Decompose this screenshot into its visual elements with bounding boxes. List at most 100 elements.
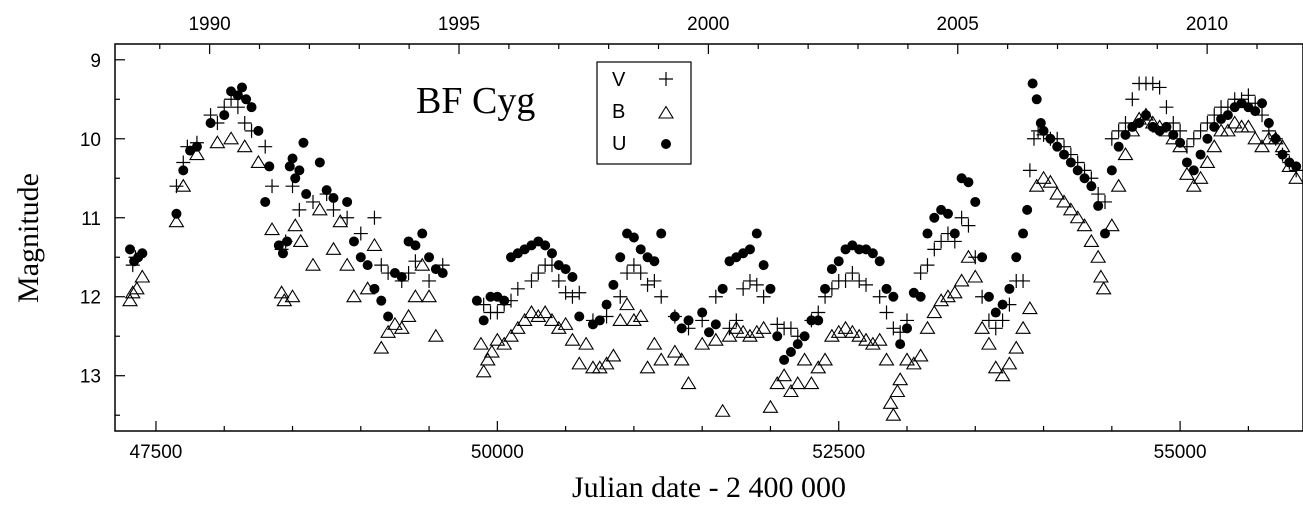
point-v: [523, 273, 540, 289]
point-b: [473, 337, 489, 350]
y-tick-label: 10: [80, 130, 101, 151]
point-b: [1220, 123, 1236, 137]
point-u: [277, 248, 288, 259]
point-b: [933, 293, 949, 307]
point-u: [594, 315, 605, 326]
point-b: [496, 337, 512, 350]
point-b: [223, 131, 239, 145]
point-u: [219, 110, 230, 121]
point-b: [858, 333, 874, 346]
top-axis-ticks: 1990 1995 2000 2005 2010: [159, 14, 1258, 54]
point-b: [530, 309, 546, 323]
point-u: [125, 244, 136, 255]
point-b: [1063, 202, 1079, 216]
point-u: [1059, 149, 1070, 160]
point-u: [1052, 141, 1063, 152]
point-b: [523, 305, 540, 319]
point-b: [633, 309, 649, 323]
point-b: [762, 400, 778, 413]
y-axis-title: Magnitude: [12, 173, 45, 303]
point-u: [1140, 110, 1151, 121]
point-v: [1158, 99, 1175, 115]
point-u: [264, 161, 275, 172]
point-b: [926, 305, 942, 319]
point-u: [253, 125, 264, 136]
point-v: [646, 273, 662, 289]
point-b: [209, 135, 225, 149]
point-b: [838, 321, 854, 334]
point-v: [489, 304, 505, 321]
point-b: [332, 214, 348, 228]
point-u: [1250, 106, 1261, 117]
point-u: [1291, 161, 1302, 172]
point-u: [1045, 133, 1056, 144]
point-u: [383, 311, 394, 322]
point-u: [1031, 94, 1042, 105]
point-u: [417, 228, 428, 239]
point-u: [820, 283, 831, 294]
point-b: [122, 293, 138, 307]
point-b: [407, 289, 423, 303]
x-axis-ticks: 47500 50000 52500 55000: [130, 421, 1249, 463]
point-b: [919, 321, 936, 334]
point-v: [844, 265, 860, 281]
point-b: [421, 289, 437, 303]
point-v: [1022, 162, 1038, 178]
point-b: [517, 313, 533, 326]
point-b: [626, 313, 642, 326]
point-u: [1188, 165, 1199, 176]
point-v: [769, 316, 785, 332]
point-b: [776, 368, 792, 382]
point-b: [988, 360, 1004, 374]
point-b: [889, 384, 905, 398]
point-b: [134, 269, 150, 283]
point-v: [742, 273, 758, 289]
point-u: [301, 189, 312, 200]
point-b: [715, 404, 731, 417]
point-u: [697, 307, 708, 318]
point-b: [831, 325, 847, 338]
point-u: [328, 193, 339, 204]
point-b: [756, 321, 772, 334]
y-tick-label: 13: [80, 367, 101, 388]
point-u: [915, 291, 926, 302]
x-tick-label: 50000: [471, 442, 524, 463]
point-b: [883, 396, 899, 409]
point-u: [355, 252, 366, 263]
point-u: [287, 153, 298, 164]
point-b: [585, 360, 601, 374]
point-b: [510, 321, 526, 334]
point-b: [967, 269, 983, 283]
point-v: [933, 233, 949, 250]
point-b: [503, 329, 519, 342]
point-b: [1186, 179, 1202, 192]
point-u: [1038, 125, 1049, 136]
point-b: [1234, 119, 1250, 133]
point-v: [510, 281, 526, 297]
point-u: [949, 228, 960, 239]
point-v: [653, 289, 669, 305]
point-b: [293, 234, 309, 247]
point-v: [858, 277, 874, 293]
point-u: [342, 196, 353, 207]
y-tick-label: 11: [81, 209, 101, 230]
point-v: [551, 273, 567, 289]
point-v: [837, 273, 854, 289]
point-v: [257, 139, 273, 155]
point-u: [717, 283, 728, 294]
point-u: [246, 102, 257, 113]
point-b: [810, 360, 826, 374]
point-b: [380, 325, 396, 338]
point-b: [237, 139, 253, 153]
point-b: [1093, 269, 1109, 283]
point-b: [1090, 250, 1106, 263]
series-b: [122, 108, 1303, 421]
point-u: [236, 82, 247, 93]
point-v: [558, 285, 574, 301]
point-u: [362, 260, 373, 271]
point-b: [564, 333, 580, 346]
point-u: [744, 244, 755, 255]
point-u: [205, 117, 216, 128]
point-u: [1263, 117, 1274, 128]
point-u: [1277, 149, 1288, 160]
